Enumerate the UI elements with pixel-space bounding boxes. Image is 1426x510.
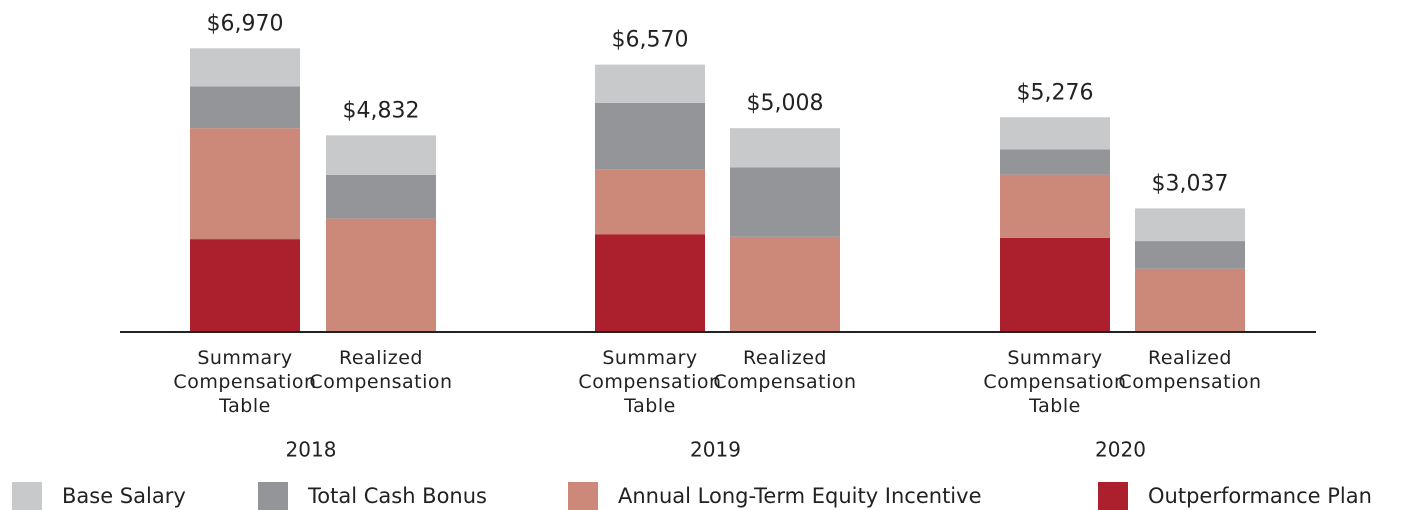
- bar-segment: [1000, 174, 1110, 238]
- legend-swatch: [258, 482, 288, 510]
- bar-segment: [1000, 117, 1110, 150]
- group-label: 2020: [1095, 438, 1146, 462]
- legend-swatch: [1098, 482, 1128, 510]
- x-tick-label: Summary Compensation Table: [173, 347, 317, 417]
- legend-label: Total Cash Bonus: [307, 484, 487, 508]
- legend-label: Outperformance Plan: [1148, 484, 1372, 508]
- bar-segment: [595, 169, 705, 235]
- bar-segment: [1000, 149, 1110, 175]
- x-tick-label: Realized Compensation: [1118, 347, 1262, 393]
- total-label: $5,008: [747, 91, 824, 116]
- x-tick-label: Summary Compensation Table: [983, 347, 1127, 417]
- bar-segment: [1000, 237, 1110, 332]
- bar-segment: [326, 135, 436, 175]
- bar-segment: [595, 64, 705, 103]
- total-label: $5,276: [1017, 80, 1094, 105]
- x-tick-label: Realized Compensation: [713, 347, 857, 393]
- bar-segment: [595, 102, 705, 170]
- bar-segment: [1135, 208, 1245, 242]
- total-label: $3,037: [1152, 171, 1229, 196]
- bar-segment: [730, 236, 840, 332]
- legend-label: Annual Long-Term Equity Incentive: [618, 484, 982, 508]
- total-label: $6,970: [207, 11, 284, 36]
- bar-segment: [1135, 241, 1245, 269]
- bar-segment: [190, 128, 300, 240]
- x-tick-label: Realized Compensation: [309, 347, 453, 393]
- group-label: 2018: [286, 438, 337, 462]
- bar-segment: [190, 86, 300, 129]
- legend-label: Base Salary: [62, 484, 186, 508]
- bar-segment: [730, 128, 840, 168]
- x-tick-label: Summary Compensation Table: [578, 347, 722, 417]
- bar-segment: [1135, 268, 1245, 332]
- bar-segment: [595, 234, 705, 332]
- total-label: $6,570: [612, 28, 689, 53]
- bar-segment: [190, 239, 300, 332]
- legend-swatch: [12, 482, 42, 510]
- total-label: $4,832: [343, 98, 420, 123]
- group-label: 2019: [690, 438, 741, 462]
- bar-segment: [326, 174, 436, 219]
- bar-segment: [326, 218, 436, 332]
- legend-swatch: [568, 482, 598, 510]
- bar-segment: [190, 48, 300, 87]
- bar-segment: [730, 167, 840, 237]
